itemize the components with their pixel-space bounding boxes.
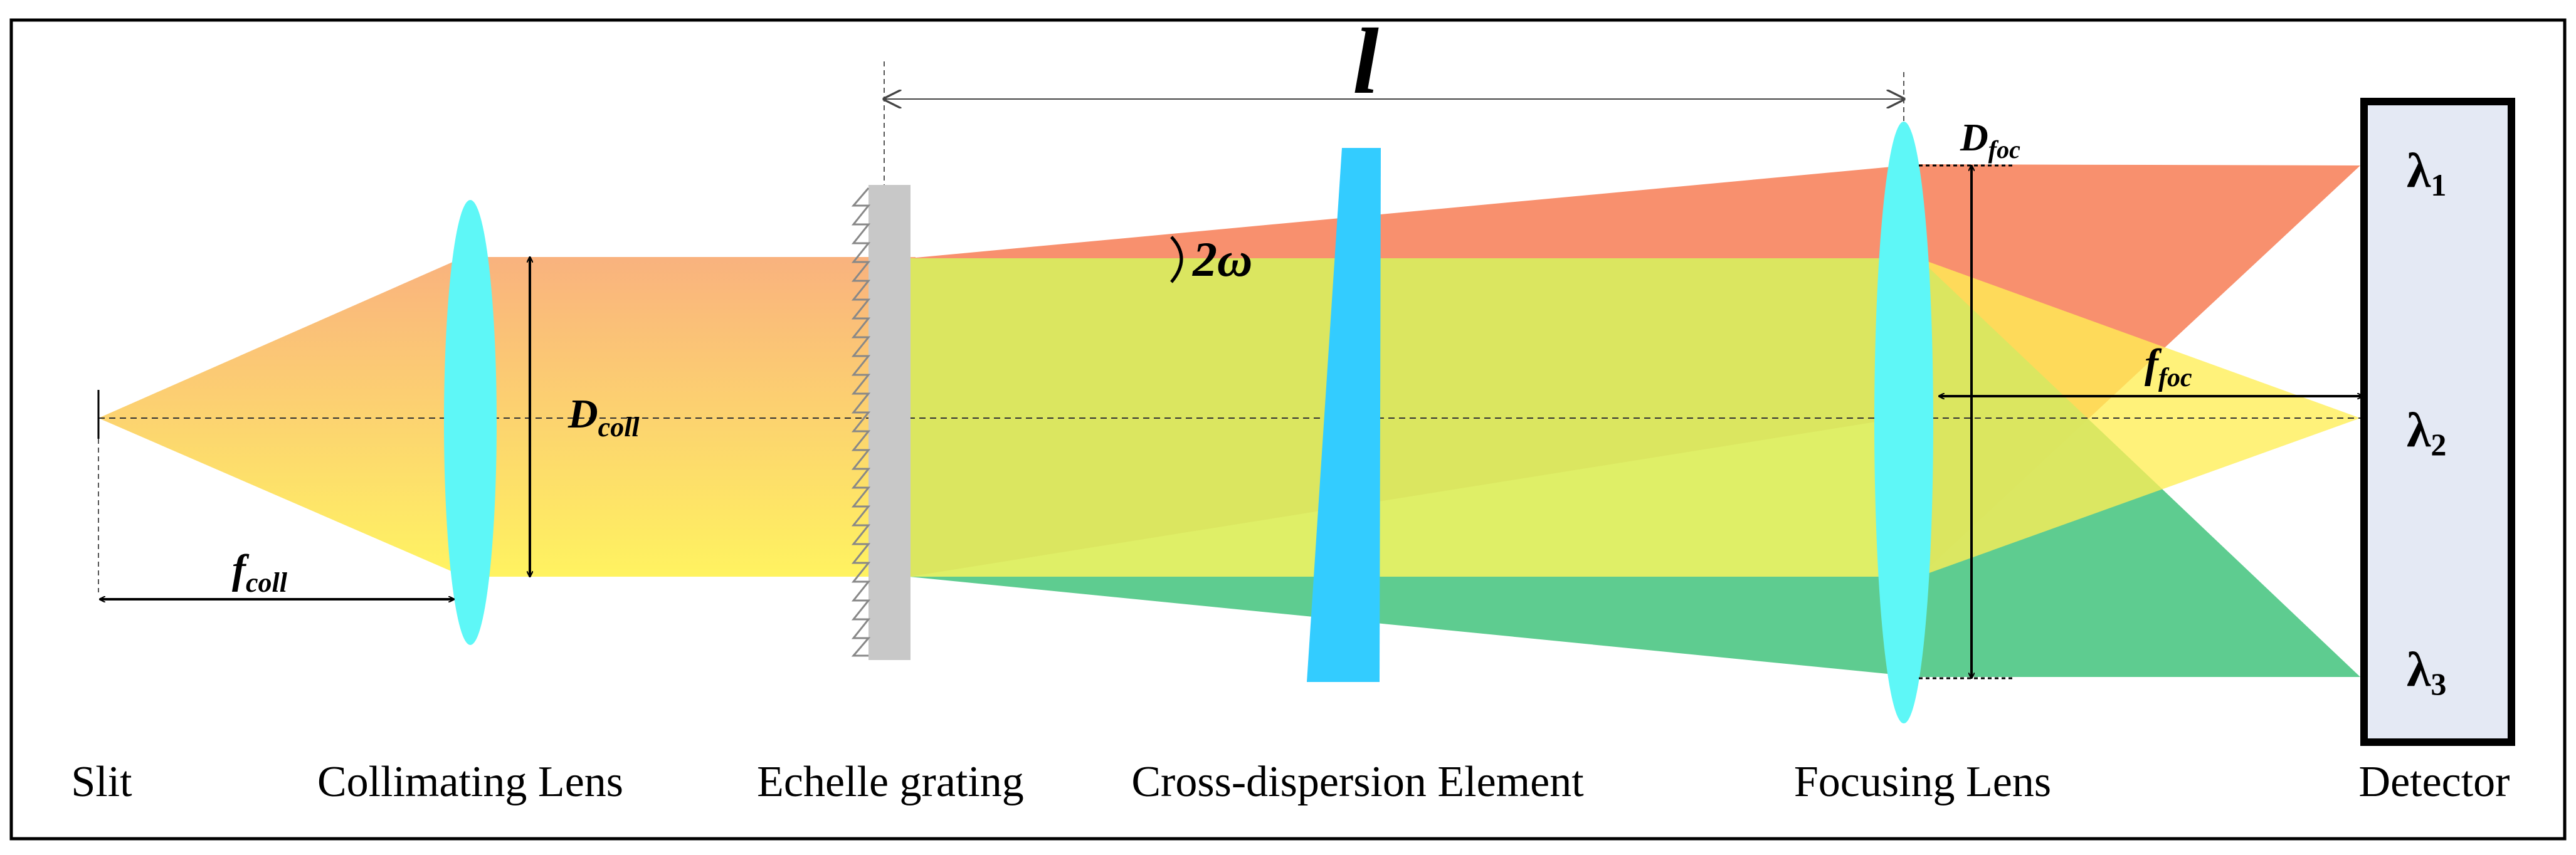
lambda-3-sub: 3 [2431, 666, 2446, 701]
focusing-lens [1874, 122, 1933, 723]
d-coll-main: D [567, 391, 598, 437]
lambda-1-sub: 1 [2431, 167, 2446, 202]
focusing-lens-label: Focusing Lens [1794, 758, 2051, 806]
collimating-lens [444, 200, 497, 645]
f-coll-label: fcoll [232, 547, 288, 598]
two-omega-arc [1170, 236, 1183, 283]
d-coll-label: Dcoll [567, 391, 640, 443]
f-coll-sub: coll [246, 567, 288, 598]
d-coll-sub: coll [598, 412, 640, 443]
cross-dispersion-label: Cross-dispersion Element [1131, 758, 1584, 806]
detector-label: Detector [2359, 758, 2510, 806]
lambda-2-symbol: λ [2407, 402, 2431, 457]
detector [2360, 98, 2515, 746]
d-foc-main: D [1960, 117, 1988, 159]
d-foc-sub: foc [1988, 135, 2020, 164]
input-light-cone [98, 257, 464, 577]
echelle-grating [868, 185, 911, 660]
two-omega-label: 2ω [1192, 232, 1252, 286]
slit-label: Slit [71, 758, 132, 806]
cross-dispersion-prism [1307, 148, 1381, 682]
lambda-1-label: λ1 [2407, 143, 2446, 202]
lambda-2-label: λ2 [2407, 402, 2446, 462]
d-foc-label: Dfoc [1960, 117, 2020, 164]
lambda-2-sub: 2 [2431, 427, 2446, 462]
grating-teeth [851, 187, 871, 657]
collimating-lens-label: Collimating Lens [317, 758, 623, 806]
lambda-1-symbol: λ [2407, 143, 2431, 197]
l-label: l [1353, 9, 1379, 113]
echelle-grating-label: Echelle grating [757, 758, 1024, 806]
lambda-3-symbol: λ [2407, 642, 2431, 696]
f-foc-sub: foc [2158, 364, 2192, 392]
beam-overlap-band [909, 415, 1919, 577]
lambda-3-label: λ3 [2407, 642, 2446, 701]
collimated-beam [464, 257, 916, 577]
